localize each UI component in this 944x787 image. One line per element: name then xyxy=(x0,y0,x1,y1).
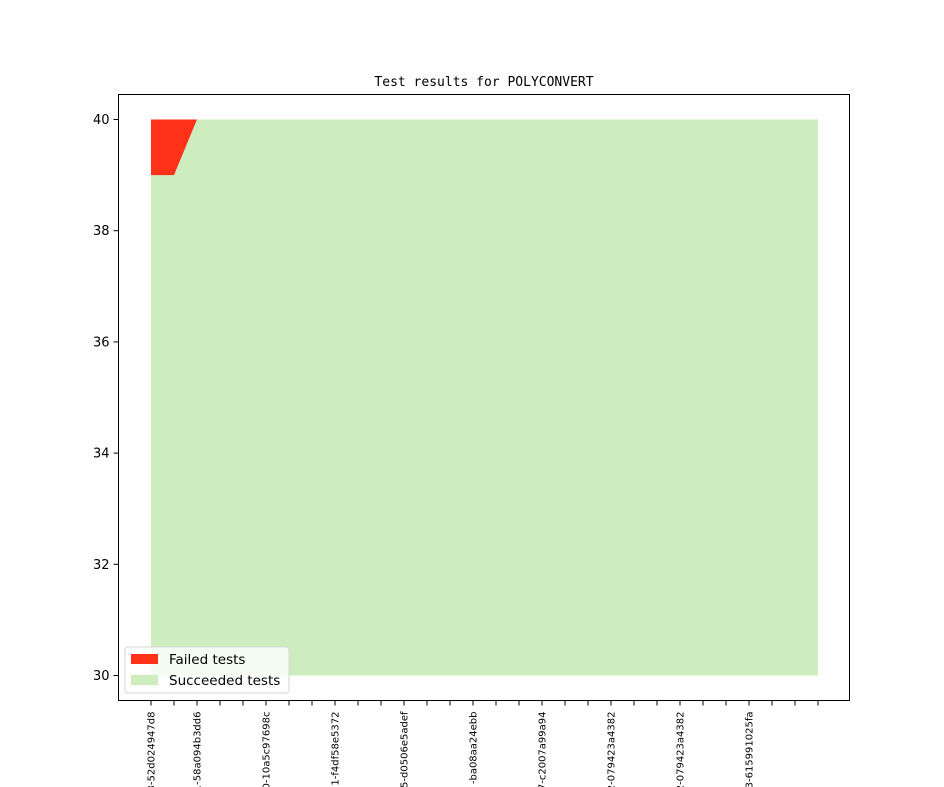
x-tick-label: 2-079423a4382 xyxy=(607,712,618,787)
plot-area xyxy=(151,119,818,676)
plot-frame xyxy=(118,94,850,701)
x-axis: 3-52d024947d8 1-58a094b3dd6 0-10a5c97698c 1… xyxy=(147,700,819,787)
y-tick-label: 34 xyxy=(93,447,110,462)
legend-box xyxy=(124,646,290,694)
area-succeeded-tests xyxy=(151,119,818,676)
legend-swatch-succeeded xyxy=(131,675,158,685)
x-tick-label: 5-d0506e5adef xyxy=(400,711,411,787)
x-tick-label: 1-f4df58e5372 xyxy=(331,712,342,786)
legend-label-succeeded: Succeeded tests xyxy=(169,673,280,689)
x-tick-label: 1-58a094b3dd6 xyxy=(193,712,204,787)
legend-swatch-failed xyxy=(131,654,158,664)
y-tick-label: 36 xyxy=(93,335,110,350)
x-tick-label: -ba08aa24ebb xyxy=(469,712,480,785)
y-tick-label: 38 xyxy=(93,224,110,239)
chart-title: Test results for POLYCONVERT xyxy=(374,75,593,90)
x-tick-label: 2-079423a4382 xyxy=(676,712,687,787)
legend: Failed tests Succeeded tests xyxy=(124,646,290,694)
y-tick-label: 30 xyxy=(93,669,110,684)
legend-label-failed: Failed tests xyxy=(169,652,245,668)
y-tick-label: 40 xyxy=(93,113,110,128)
x-tick-label: 7-c2007a99a94 xyxy=(538,712,549,787)
y-tick-label: 32 xyxy=(93,558,110,573)
x-tick-label: 3-615991025fa xyxy=(745,712,756,787)
x-tick-label: 3-52d024947d8 xyxy=(147,712,158,787)
x-tick-label: 0-10a5c97698c xyxy=(262,712,273,787)
y-axis: 30 32 34 36 38 40 xyxy=(93,113,119,684)
